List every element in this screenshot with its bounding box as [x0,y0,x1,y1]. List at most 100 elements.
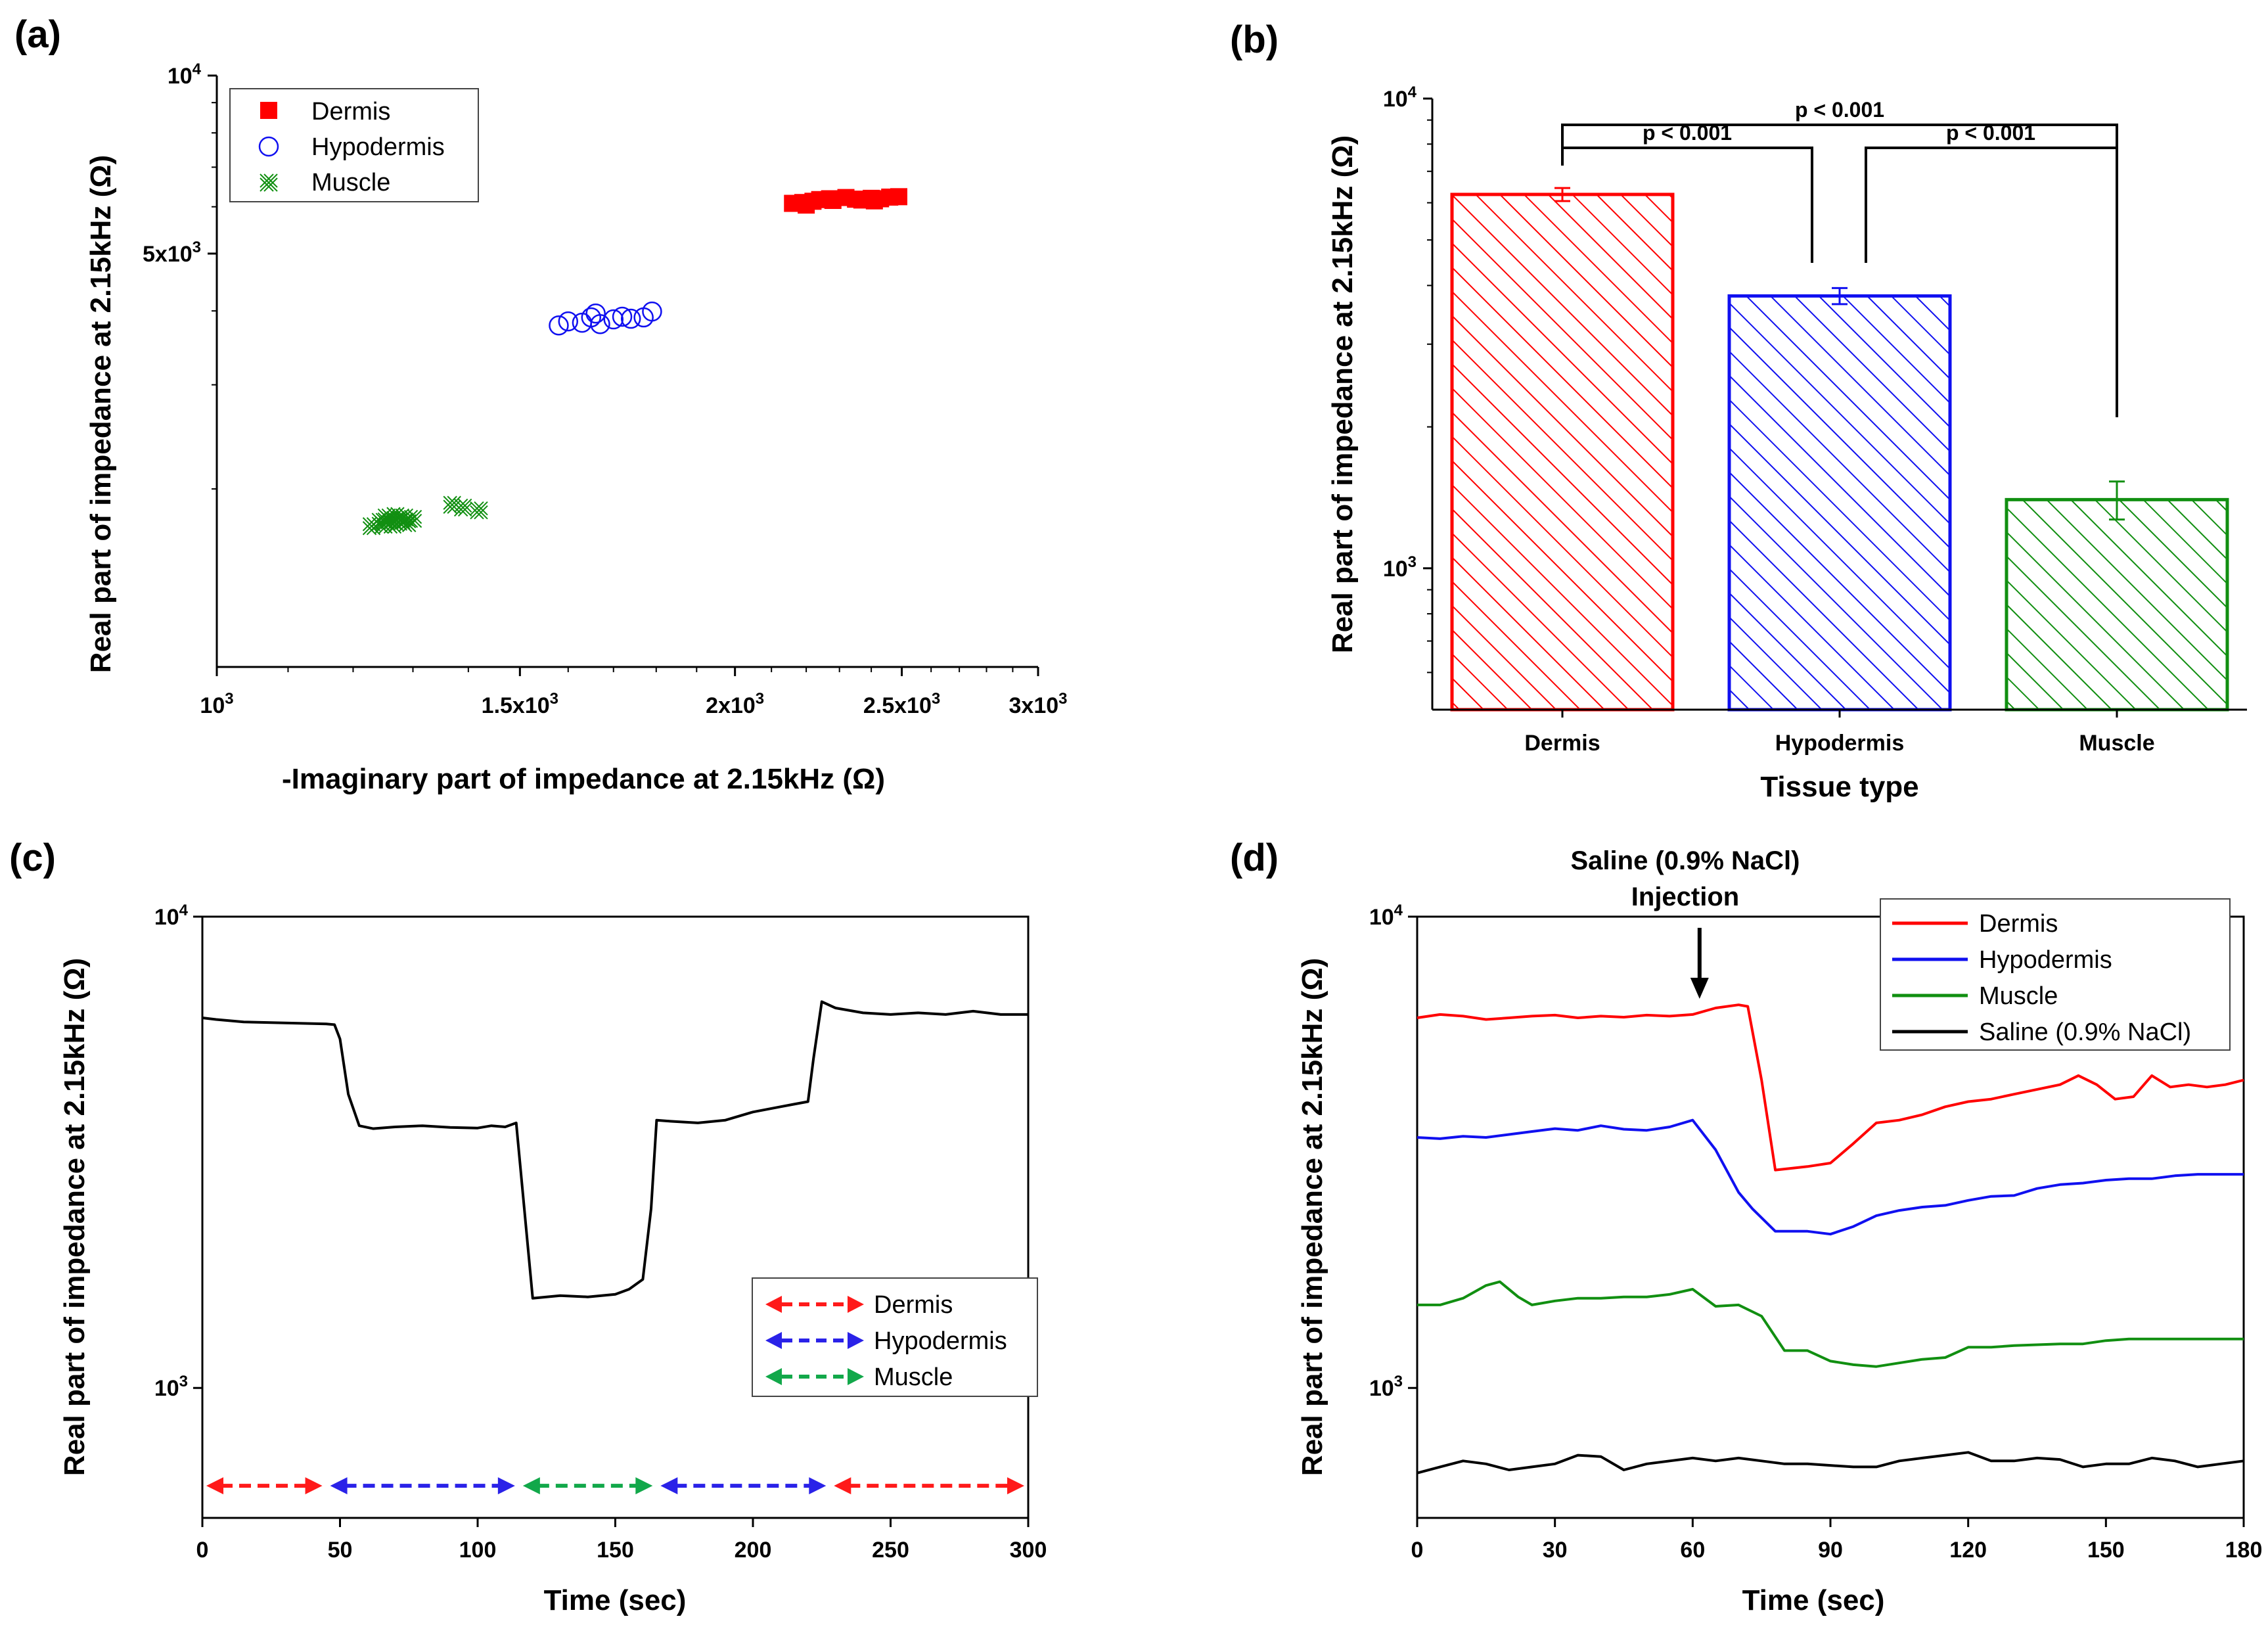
scatter-point-hypodermis [603,309,624,330]
legend-dermis-label-d: Dermis [1979,910,2058,938]
bracket-dermis-hypodermis [1561,147,1813,263]
series-line-impedance [202,1000,1028,1300]
legend-label-hypodermis-a: Hypodermis [311,133,445,161]
scatter-point-hypodermis [549,315,569,336]
series-line-hypodermis [1417,1118,2244,1236]
x-tick-label-d: 180 [2225,1538,2263,1563]
x-tick-label-d: 60 [1680,1538,1705,1563]
legend-hypodermis-c-right-arrow-icon [848,1332,864,1349]
range-hypodermis-left-arrow-icon [660,1477,678,1495]
line-series-c [202,1000,1028,1300]
scatter-point-dermis [798,196,815,214]
panel-d: (d) 0 30 60 90 120 150 180 104 103 Saline (0.9% … [1230,836,2262,1616]
bar-dermis [1450,193,1675,712]
panel-label-c: (c) [9,836,56,879]
line-series-d [1417,1003,2244,1475]
legend-label-dermis-a: Dermis [311,98,390,126]
pvalue-dermis-muscle: p < 0.001 [1795,98,1884,122]
bar-hypodermis [1727,294,1952,712]
y-tick-label-a: 104 [168,60,202,89]
error-bar-hypodermis [1832,286,1848,306]
range-muscle-left-arrow-icon [522,1477,540,1495]
error-bar-muscle [2109,480,2125,521]
scatter-points-a [362,188,907,536]
panel-label-d: (d) [1230,836,1279,879]
x-tick-label-d: 30 [1543,1538,1568,1563]
scatter-point-muscle [374,515,393,534]
legend-hypodermis-c-label: Hypodermis [874,1327,1007,1355]
x-tick-label-a: 103 [200,690,233,718]
ticks-d: 0 30 60 90 120 150 180 104 103 [1369,902,2263,1563]
legend-c: Dermis Hypodermis Muscle [752,1277,1038,1397]
x-tick-label-d: 0 [1411,1538,1424,1563]
scatter-point-hypodermis [590,313,610,334]
x-tick-label-c: 300 [1010,1538,1047,1563]
scatter-point-hypodermis [612,306,633,327]
range-hypodermis-right-arrow-icon [809,1477,827,1495]
x-tick-label-a: 1.5x103 [482,690,558,718]
legend-muscle-c-right-arrow-icon [848,1368,864,1385]
ticks-c: 0 50 100 150 200 250 300 104 103 [154,902,1047,1563]
scatter-point-dermis [865,192,883,210]
y-tick-label-b: 103 [1383,553,1417,582]
y-tick-label-d: 103 [1369,1373,1403,1401]
legend-muscle-label-d: Muscle [1979,982,2058,1010]
legend-hypodermis-c-left-arrow-icon [765,1332,782,1349]
x-axis-title-d: Time (sec) [1742,1584,1885,1616]
x-axis-title-c: Time (sec) [544,1584,687,1616]
x-tick-label-a: 3x103 [1009,690,1068,718]
error-bar-dermis [1554,187,1570,202]
scatter-point-hypodermis [642,301,662,322]
panel-a: (a) 103 1.5x103 2x103 2.5x103 3x1031045x103 … [14,13,1068,795]
y-tick-label-a: 5x103 [143,239,201,267]
x-tick-label-c: 250 [872,1538,909,1563]
x-tick-label-c: 0 [196,1538,209,1563]
x-tick-label-b: Hypodermis [1775,731,1905,756]
bracket-dermis-muscle [1561,124,2118,148]
x-tick-label-c: 200 [735,1538,772,1563]
range-dermis-left-arrow-icon [206,1477,223,1495]
range-dermis-right-arrow-icon [305,1477,323,1495]
scatter-point-hypodermis [585,303,606,324]
range-hypodermis-left-arrow-icon [330,1477,348,1495]
bar-muscle [2005,497,2229,712]
scatter-point-muscle [443,495,461,514]
y-tick-label-b: 104 [1383,83,1417,112]
range-muscle-right-arrow-icon [635,1477,653,1495]
y-axis-title-b: Real part of impedance at 2.15kHz (Ω) [1327,135,1359,653]
x-tick-label-b: Muscle [2079,731,2154,756]
injection-annotation: Saline (0.9% NaCl) Injection [1570,846,1800,999]
x-tick-label-a: 2x103 [706,690,764,718]
legend-dermis-c-label: Dermis [874,1291,953,1319]
legend-dermis-c-right-arrow-icon [848,1296,864,1313]
legend-label-muscle-a: Muscle [311,169,390,196]
series-line-muscle [1417,1280,2244,1368]
panel-label-a: (a) [14,13,61,56]
x-axis-title-a: -Imaginary part of impedance at 2.15kHz … [282,763,885,795]
significance-brackets-b: p < 0.001 p < 0.001 p < 0.001 [1561,98,2118,417]
x-tick-label-d: 150 [2087,1538,2125,1563]
legend-dermis-marker-icon [260,102,277,119]
legend-hypodermis-marker-icon [258,136,279,157]
legend-muscle-c-label: Muscle [874,1363,953,1391]
ticks-b: Dermis Hypodermis Muscle 104 103 [1383,83,2155,756]
legend-muscle-c-left-arrow-icon [765,1368,782,1385]
y-axis-title-c: Real part of impedance at 2.15kHz (Ω) [58,958,91,1476]
x-tick-label-d: 120 [1949,1538,1987,1563]
y-axis-title-a: Real part of impedance at 2.15kHz (Ω) [85,155,117,673]
axes-c [201,915,1030,1519]
ticks-a: 103 1.5x103 2x103 2.5x103 3x103 104 5x103 [143,60,1068,718]
annotation-line-1: Saline (0.9% NaCl) [1570,846,1800,875]
range-dermis-right-arrow-icon [1007,1477,1024,1495]
scatter-point-muscle [395,508,414,527]
scatter-point-hypodermis [558,311,579,332]
scatter-point-muscle [380,511,399,530]
series-line-dermis [1417,1003,2244,1172]
x-tick-label-b: Dermis [1524,731,1600,756]
legend-box-a [229,88,479,202]
legend-a: Dermis Hypodermis Muscle [229,88,479,202]
bars-b [1450,187,2229,712]
legend-saline-label-d: Saline (0.9% NaCl) [1979,1018,2191,1046]
y-tick-label-c: 103 [154,1373,188,1401]
